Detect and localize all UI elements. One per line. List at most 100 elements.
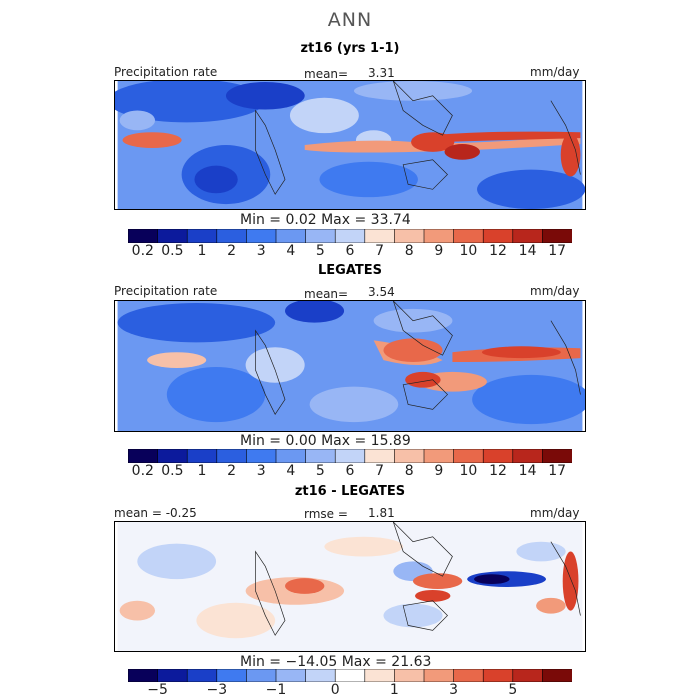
panel-3-map bbox=[114, 521, 586, 652]
panel-2-title: LEGATES bbox=[318, 263, 382, 278]
colorbar-swatch bbox=[423, 449, 455, 463]
colorbar-tick-label: −1 bbox=[265, 682, 287, 698]
colorbar-tick-label: 5 bbox=[508, 682, 518, 698]
colorbar-swatch bbox=[423, 229, 455, 243]
colorbar-tick-label: 0.5 bbox=[161, 243, 184, 259]
colorbar-swatch bbox=[216, 449, 248, 463]
colorbar-swatch bbox=[246, 229, 277, 243]
colorbar-swatch bbox=[216, 229, 248, 243]
panel-2-units: mm/day bbox=[530, 284, 580, 298]
colorbar-swatch bbox=[394, 669, 425, 682]
panel-3-stat-value: 1.81 bbox=[368, 506, 395, 520]
colorbar-tick-label: 3 bbox=[256, 243, 266, 259]
colorbar-swatch bbox=[482, 449, 514, 463]
colorbar-tick-label: 3 bbox=[256, 463, 266, 479]
colorbar-swatch bbox=[305, 229, 337, 243]
panel-2-variable-label: Precipitation rate bbox=[114, 284, 218, 298]
colorbar-swatch bbox=[128, 229, 159, 243]
panel-3-stat-label: rmse = bbox=[304, 507, 348, 521]
colorbar-swatch bbox=[542, 669, 572, 682]
colorbar-tick-label: 14 bbox=[518, 463, 537, 479]
colorbar-swatch bbox=[542, 229, 572, 243]
colorbar-tick-label: 1 bbox=[197, 463, 207, 479]
panel-2-minmax: Min = 0.00 Max = 15.89 bbox=[240, 433, 411, 449]
colorbar-tick-label: 9 bbox=[434, 243, 444, 259]
panel-2-stat-value: 3.54 bbox=[368, 285, 395, 299]
colorbar-swatch bbox=[334, 449, 366, 463]
colorbar-swatch bbox=[512, 229, 544, 243]
colorbar-swatch bbox=[394, 449, 425, 463]
colorbar-swatch bbox=[542, 449, 572, 463]
colorbar-tick-label: 12 bbox=[489, 243, 507, 259]
panel-2-map bbox=[114, 300, 586, 432]
colorbar-swatch bbox=[157, 229, 189, 243]
colorbar-tick-label: 2 bbox=[227, 243, 237, 259]
panel-3-title: zt16 - LEGATES bbox=[294, 484, 406, 499]
colorbar-tick-label: 6 bbox=[345, 243, 355, 259]
panel-1-minmax: Min = 0.02 Max = 33.74 bbox=[240, 212, 411, 228]
colorbar-swatch bbox=[128, 449, 159, 463]
colorbar-swatch bbox=[453, 669, 485, 682]
colorbar-swatch bbox=[364, 229, 396, 243]
colorbar-swatch bbox=[275, 669, 307, 682]
colorbar-swatch bbox=[157, 669, 189, 682]
panel-1-colorbar bbox=[128, 229, 572, 243]
colorbar-tick-label: 4 bbox=[286, 463, 296, 479]
colorbar-tick-label: 4 bbox=[286, 243, 296, 259]
colorbar-tick-label: 12 bbox=[489, 463, 507, 479]
panel-1-title: zt16 (yrs 1-1) bbox=[300, 41, 400, 56]
colorbar-swatch bbox=[453, 449, 485, 463]
colorbar-swatch bbox=[157, 449, 189, 463]
colorbar-tick-label: 5 bbox=[315, 243, 325, 259]
colorbar-tick-label: −3 bbox=[206, 682, 228, 698]
colorbar-swatch bbox=[186, 449, 218, 463]
colorbar-swatch bbox=[305, 669, 337, 682]
colorbar-tick-label: 0.5 bbox=[161, 463, 184, 479]
panel-1-units: mm/day bbox=[530, 65, 580, 79]
panel-1-map bbox=[114, 80, 586, 210]
colorbar-tick-label: 9 bbox=[434, 463, 444, 479]
colorbar-tick-label: 1 bbox=[389, 682, 399, 698]
colorbar-swatch bbox=[334, 229, 366, 243]
colorbar-tick-label: 3 bbox=[449, 682, 459, 698]
colorbar-swatch bbox=[275, 449, 307, 463]
colorbar-tick-label: 10 bbox=[459, 243, 478, 259]
colorbar-swatch bbox=[334, 669, 366, 682]
colorbar-swatch bbox=[186, 669, 218, 682]
panel-3-minmax: Min = −14.05 Max = 21.63 bbox=[240, 654, 432, 670]
colorbar-swatch bbox=[364, 449, 396, 463]
panel-1-stat-value: 3.31 bbox=[368, 66, 395, 80]
colorbar-tick-label: 7 bbox=[375, 243, 385, 259]
colorbar-tick-label: 8 bbox=[404, 243, 414, 259]
colorbar-tick-label: 0.2 bbox=[131, 463, 154, 479]
colorbar-tick-label: 17 bbox=[548, 243, 567, 259]
colorbar-swatch bbox=[128, 669, 159, 682]
colorbar-swatch bbox=[216, 669, 248, 682]
colorbar-tick-label: −5 bbox=[147, 682, 168, 698]
colorbar-swatch bbox=[275, 229, 307, 243]
colorbar-tick-label: 5 bbox=[315, 463, 325, 479]
colorbar-swatch bbox=[512, 449, 544, 463]
colorbar-tick-label: 14 bbox=[518, 243, 537, 259]
colorbar-swatch bbox=[394, 229, 425, 243]
panel-2-colorbar-labels: 0.2 0.5 1 2 3 4 5 6 7 8 9 10 12 14 17 bbox=[128, 463, 572, 479]
panel-3-colorbar-labels: −5 −3 −1 0 1 3 5 bbox=[128, 682, 572, 698]
panel-3-units: mm/day bbox=[530, 506, 580, 520]
panel-3-mean-label: mean = -0.25 bbox=[114, 506, 197, 520]
panel-1-variable-label: Precipitation rate bbox=[114, 65, 218, 79]
colorbar-swatch bbox=[364, 669, 396, 682]
colorbar-tick-label: 1 bbox=[197, 243, 207, 259]
colorbar-tick-label: 10 bbox=[459, 463, 478, 479]
panel-2-stat-label: mean= bbox=[304, 287, 349, 301]
colorbar-swatch bbox=[246, 669, 277, 682]
colorbar-swatch bbox=[423, 669, 455, 682]
panel-1-stat-label: mean= bbox=[304, 67, 349, 81]
panel-2-colorbar bbox=[128, 449, 572, 463]
colorbar-tick-label: 0 bbox=[330, 682, 340, 698]
colorbar-swatch bbox=[512, 669, 544, 682]
colorbar-swatch bbox=[186, 229, 218, 243]
panel-1-colorbar-labels: 0.2 0.5 1 2 3 4 5 6 7 8 9 10 12 14 17 bbox=[128, 243, 572, 259]
colorbar-swatch bbox=[246, 449, 277, 463]
colorbar-swatch bbox=[453, 229, 485, 243]
colorbar-tick-label: 8 bbox=[404, 463, 414, 479]
